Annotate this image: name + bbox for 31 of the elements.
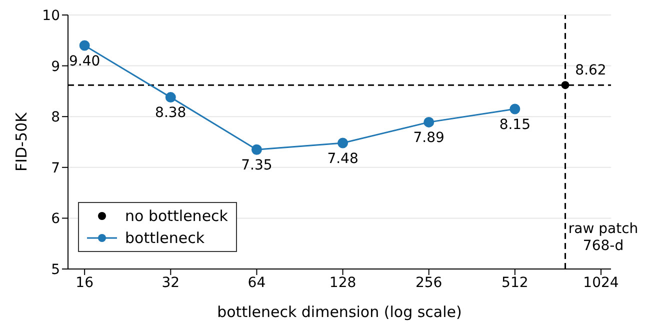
point (79, 40, 90, 51)
point (251, 144, 262, 155)
x-axis-title: bottleneck dimension (log scale) (217, 303, 462, 321)
point (338, 138, 348, 148)
y-tick-label: 7 (51, 160, 60, 176)
x-tick-label: 16 (76, 274, 94, 291)
ref-line-label: raw patch 768-d (568, 221, 638, 254)
data-label: 9.40 (68, 53, 100, 70)
point (424, 116, 434, 128)
legend-label: bottleneck (125, 228, 205, 249)
data-label: 8.62 (575, 62, 606, 79)
y-tick-label: 5 (51, 262, 60, 278)
data-label: 7.35 (241, 158, 272, 174)
y-axis-title: FID-50K (12, 111, 30, 172)
x-tick-label: 64 (248, 274, 266, 291)
data-label: 7.89 (413, 130, 444, 146)
y-tick-label: 10 (42, 8, 60, 24)
point (510, 104, 520, 114)
x-tick-label: 1024 (583, 274, 619, 291)
data-label: 8.15 (499, 116, 531, 133)
x-tick-label: 32 (162, 274, 180, 291)
y-tick-label: 6 (51, 211, 60, 228)
x-tick-label: 512 (502, 274, 528, 291)
data-label: 8.38 (155, 105, 186, 122)
legend-label: no bottleneck (125, 206, 228, 227)
x-tick-label: 128 (329, 274, 356, 291)
x-tick-label: 256 (415, 274, 442, 291)
y-tick-label: 9 (51, 58, 60, 75)
data-label: 7.48 (327, 150, 358, 167)
point (165, 92, 176, 103)
y-tick-label: 8 (51, 110, 60, 126)
